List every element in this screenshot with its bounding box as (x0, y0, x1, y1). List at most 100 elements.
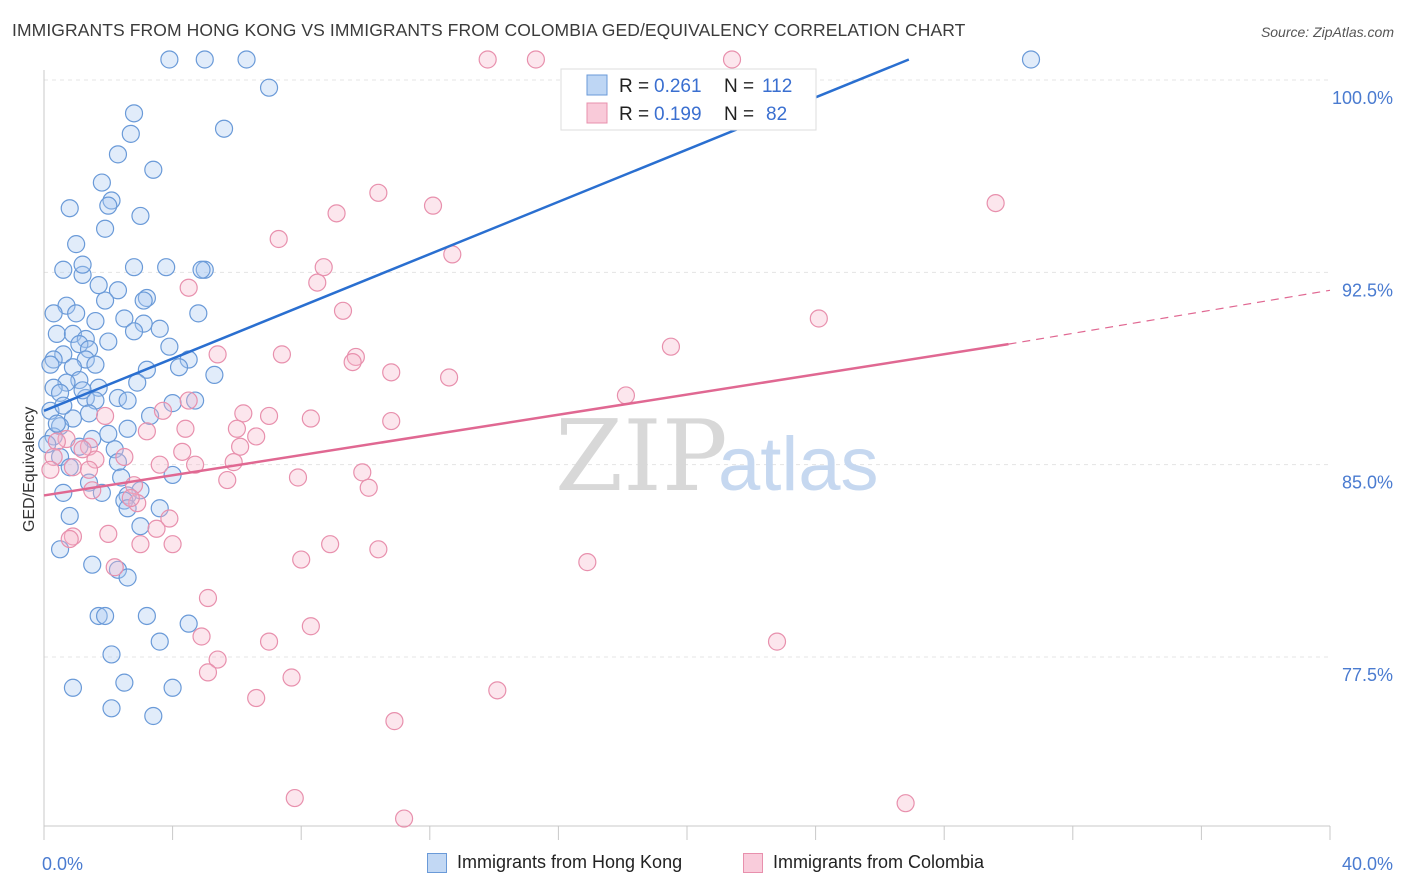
data-point (259, 406, 279, 426)
data-point (86, 355, 105, 374)
data-point (343, 352, 362, 372)
y-tick-label: 77.5% (1342, 665, 1393, 685)
data-point (237, 50, 256, 69)
data-point (147, 519, 166, 538)
data-point (153, 401, 173, 420)
data-point (67, 235, 86, 254)
data-point (150, 632, 169, 651)
data-point (118, 391, 137, 410)
data-point (118, 568, 137, 587)
data-point (79, 340, 99, 359)
data-point (67, 304, 86, 323)
data-point (47, 432, 66, 451)
data-point (102, 645, 121, 664)
data-point (118, 419, 137, 438)
data-point (160, 50, 179, 69)
data-point (44, 350, 63, 369)
data-point (173, 442, 192, 461)
data-point (488, 681, 507, 700)
data-point (195, 50, 214, 69)
data-point (214, 119, 234, 138)
data-point (321, 535, 340, 554)
data-point (198, 588, 218, 608)
x-tick-label-max: 40.0% (1342, 854, 1393, 874)
data-point (231, 437, 250, 456)
data-point (208, 650, 227, 669)
y-tick-labels: 77.5% 85.0% 92.5% 100.0% (1332, 88, 1393, 685)
data-point (526, 50, 545, 69)
legend-item-hong-kong[interactable]: Immigrants from Hong Kong (427, 852, 682, 873)
data-point (157, 258, 176, 277)
legend-n-label-1: N = (724, 76, 754, 97)
data-point (54, 345, 73, 364)
data-point (92, 173, 111, 192)
data-point (137, 422, 156, 441)
data-point (722, 50, 742, 69)
data-point (99, 196, 118, 215)
data-point (288, 468, 308, 487)
data-point (359, 478, 378, 497)
legend-item-colombia[interactable]: Immigrants from Colombia (743, 852, 984, 873)
data-point (131, 517, 150, 536)
data-point (63, 527, 83, 546)
data-point (160, 509, 179, 528)
series-colombia-points (41, 50, 1005, 828)
data-point (99, 524, 118, 544)
data-point (205, 365, 224, 385)
data-point (47, 414, 66, 433)
data-point (176, 419, 195, 438)
data-point (160, 337, 179, 356)
data-point (102, 699, 121, 718)
data-point (478, 50, 497, 69)
data-point (108, 560, 128, 579)
data-point (63, 678, 83, 697)
data-point (292, 550, 311, 569)
data-point (179, 278, 198, 297)
gridlines (44, 79, 1330, 658)
data-point (137, 288, 156, 308)
legend-r-value-1: 0.261 (654, 76, 702, 97)
data-point (986, 193, 1005, 213)
data-point (661, 337, 681, 356)
data-point (150, 455, 169, 474)
data-point (272, 345, 292, 364)
data-point (896, 794, 915, 813)
data-point (95, 606, 115, 626)
legend-label-hong-kong: Immigrants from Hong Kong (457, 852, 683, 872)
trend-line-colombia-extension (1008, 289, 1331, 345)
y-tick-label: 92.5% (1342, 280, 1393, 300)
legend-r-label-2: R = (619, 104, 649, 125)
data-point (346, 347, 365, 367)
legend-box-swatch-blue (586, 74, 608, 96)
data-point (60, 199, 79, 218)
data-point (41, 460, 60, 479)
data-point (134, 314, 153, 333)
data-point (767, 632, 787, 651)
data-point (99, 332, 118, 351)
data-point (137, 606, 156, 626)
series-hong-kong-points (38, 50, 1041, 726)
data-point (41, 355, 60, 374)
y-tick-label: 85.0% (1342, 473, 1393, 493)
data-point (115, 447, 134, 467)
chart-source: Source: ZipAtlas.com (1260, 24, 1394, 40)
data-point (124, 322, 144, 341)
data-point (234, 404, 253, 423)
data-point (616, 386, 636, 405)
data-point (124, 104, 144, 123)
data-point (108, 145, 128, 164)
legend-r-label-1: R = (619, 76, 649, 97)
legend-label-colombia: Immigrants from Colombia (773, 852, 985, 872)
legend-n-label-2: N = (724, 104, 754, 125)
data-point (308, 273, 327, 292)
data-point (115, 309, 134, 328)
y-tick-label: 100.0% (1332, 88, 1393, 108)
data-point (150, 319, 169, 338)
data-point (208, 345, 227, 364)
data-point (333, 301, 353, 320)
data-point (369, 183, 388, 202)
data-point (144, 706, 163, 726)
data-point (83, 555, 102, 574)
data-point (54, 260, 73, 279)
legend-box: R = 0.261 N = 112 R = 0.199 N = 82 (560, 68, 817, 131)
